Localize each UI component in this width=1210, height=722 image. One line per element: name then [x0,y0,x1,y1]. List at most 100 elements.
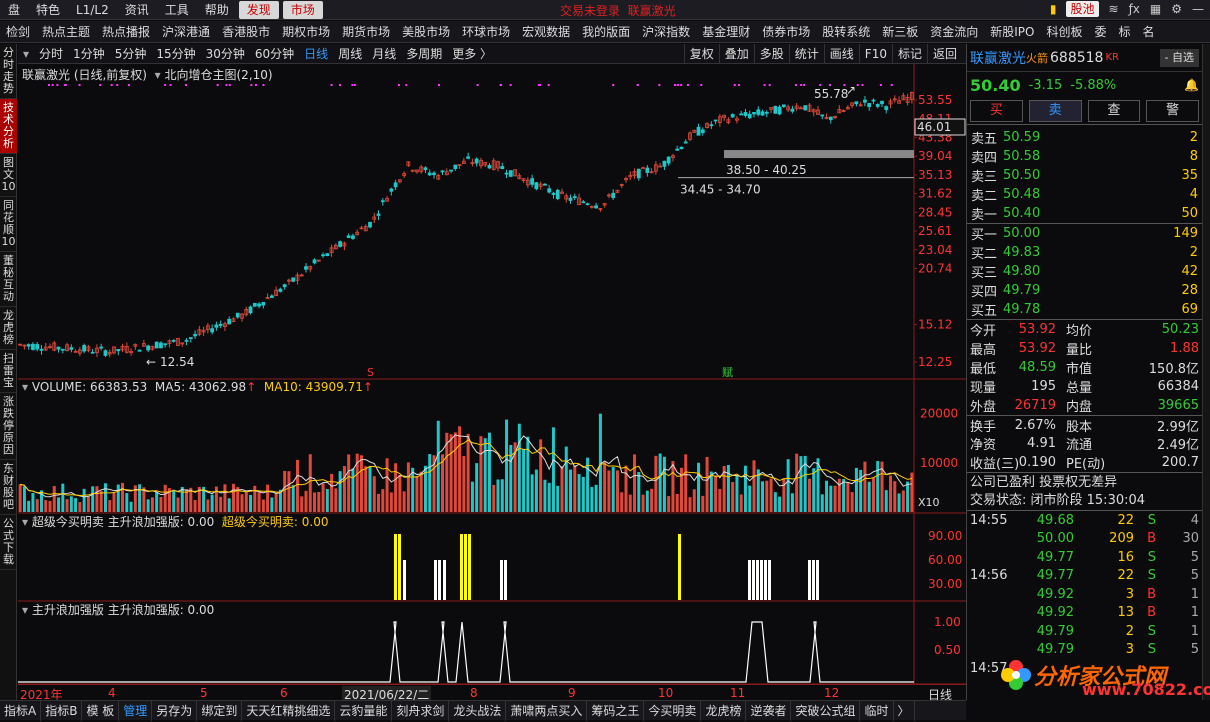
period-tab[interactable]: 日线 [304,46,329,61]
left-tab[interactable]: 东财股吧 [0,460,17,515]
top-menu-active[interactable]: 市场 [282,1,323,19]
dropdown-icon[interactable]: ▾ [22,380,29,394]
chart-tool-button[interactable]: 多股 [753,44,789,64]
chart-tool-button[interactable]: 返回 [926,44,962,64]
gear-icon[interactable]: ⚙ [1171,2,1182,16]
chart-tool-button[interactable]: 标记 [891,44,927,64]
dropdown-icon[interactable]: ▾ [22,603,29,617]
nav-item[interactable]: 债券市场 [762,24,811,39]
chart-tool-button[interactable]: 画线 [823,44,859,64]
chart-tool-button[interactable]: F10 [858,44,892,64]
right-scrollbar[interactable] [1202,44,1210,700]
minimize-icon[interactable]: — [1192,2,1204,16]
indicator-tab[interactable]: 逆袭者 [746,700,792,721]
nav-item[interactable]: 名 [1142,24,1155,39]
chart-tool-button[interactable]: 统计 [788,44,824,64]
indicator-tab[interactable]: 模 板 [82,700,120,721]
trade-button-1[interactable]: 卖 [1028,100,1082,122]
nav-item[interactable]: 期权市场 [282,24,331,39]
indicator-tab[interactable]: 突破公式组 [791,700,861,721]
nav-item[interactable]: 我的版面 [582,24,631,39]
nav-item[interactable]: 基金理财 [702,24,751,39]
top-menu-item[interactable]: 资讯 [124,3,149,17]
chart-tool-button[interactable]: 叠加 [718,44,754,64]
period-tab[interactable]: 更多 〉 [452,46,493,61]
trade-button-2[interactable]: 查 [1087,100,1141,122]
indicator-tab[interactable]: 云豹量能 [335,700,393,721]
indicator-tab[interactable]: 指标A [0,700,42,721]
left-tab[interactable]: 技术分析 [0,99,17,154]
period-tab[interactable]: 15分钟 [156,46,196,61]
period-tab[interactable]: 60分钟 [254,46,295,61]
grid-icon[interactable]: ▦ [1149,2,1162,16]
left-tab[interactable]: 同花顺10 [0,197,17,252]
trade-button-0[interactable]: 买 [970,100,1023,122]
nav-item[interactable]: 新股IPO [990,24,1035,39]
nav-item[interactable]: 标 [1118,24,1131,39]
indicator-tab[interactable]: 刻舟求剑 [392,700,450,721]
indicator-tab[interactable]: 管理 [119,700,153,721]
nav-item[interactable]: 宏观数据 [522,24,571,39]
indicator-tab[interactable]: 龙头战法 [449,700,507,721]
period-tab[interactable]: 1分钟 [73,46,105,61]
period-tab[interactable]: 多周期 [406,46,443,61]
indicator-tab[interactable]: 龙虎榜 [701,700,747,721]
top-menu-item[interactable]: 盘 [8,3,21,17]
left-tab[interactable]: 图文10 [0,154,17,197]
dropdown-icon[interactable]: ▾ [22,515,29,529]
trade-button-3[interactable]: 警 [1146,100,1199,122]
left-tab[interactable]: 涨跌停原因 [0,393,17,460]
indicator-tab[interactable]: 天天红精挑细选 [242,700,336,721]
left-tab[interactable]: 扫雷宝 [0,350,17,393]
top-menu-item[interactable]: 特色 [36,3,61,17]
nav-item[interactable]: 股转系统 [822,24,871,39]
nav-item[interactable]: 美股市场 [402,24,451,39]
nav-item[interactable]: 香港股市 [222,24,271,39]
left-tab[interactable]: 龙虎榜 [0,307,17,350]
period-tools-icon[interactable]: ▾ [23,46,30,61]
nav-item[interactable]: 热点播报 [102,24,151,39]
top-menu-item[interactable]: 工具 [164,3,189,17]
left-tab[interactable]: 公式下载 [0,515,17,570]
layers-icon[interactable]: ≋ [1108,2,1119,16]
chart-area[interactable]: 53.5548.1143.3839.0435.1331.6228.4525.61… [18,64,966,685]
chart-tool-button[interactable]: 复权 [683,44,719,64]
formula-icon[interactable]: ƒx [1128,2,1140,16]
indicator-tab[interactable]: 指标B [41,700,83,721]
main-indicator[interactable]: 北向增仓主图(2,10) [164,68,273,82]
dropdown-icon[interactable]: ▾ [154,68,161,82]
nav-item[interactable]: 沪深指数 [642,24,691,39]
bell-icon[interactable]: 🔔 [1184,78,1199,92]
nav-item[interactable]: 新三板 [882,24,919,39]
stock-pool-button[interactable]: 股池 [1066,1,1099,17]
add-watchlist-button[interactable]: - 自选 [1159,48,1199,67]
kline-chart[interactable]: 53.5548.1143.3839.0435.1331.6228.4525.61… [18,64,966,685]
nav-item[interactable]: 沪深港通 [162,24,211,39]
nav-item[interactable]: 委 [1094,24,1107,39]
pool-icon[interactable]: ▮ [1049,2,1057,16]
indicator-tab[interactable]: 今买明卖 [644,700,702,721]
period-tab[interactable]: 5分钟 [114,46,147,61]
indicator-tab[interactable]: 〉 [894,700,915,721]
indicator-tab[interactable]: 另存为 [152,700,198,721]
left-tab[interactable]: 董秘互动 [0,252,17,307]
nav-item[interactable]: 检剑 [6,24,31,39]
indicator-tab[interactable]: 绑定到 [197,700,243,721]
nav-item[interactable]: 科创板 [1046,24,1083,39]
left-tab[interactable]: 分时走势 [0,44,17,99]
top-menu-active[interactable]: 发现 [238,1,279,19]
top-menu-item[interactable]: 帮助 [204,3,229,17]
indicator-tab[interactable]: 萧啸两点买入 [506,700,588,721]
quote-panel: 联赢激光 火箭 688518 KR - 自选 50.40 -3.15 -5.88… [966,44,1202,700]
nav-item[interactable]: 资金流向 [930,24,979,39]
nav-item[interactable]: 热点主题 [42,24,91,39]
period-tab[interactable]: 月线 [372,46,397,61]
period-tab[interactable]: 周线 [338,46,363,61]
period-tab[interactable]: 30分钟 [205,46,245,61]
indicator-tab[interactable]: 临时 [860,700,894,721]
indicator-tab[interactable]: 筹码之王 [587,700,645,721]
period-tab[interactable]: 分时 [39,46,64,61]
top-menu-item[interactable]: L1/L2 [76,3,109,17]
nav-item[interactable]: 环球市场 [462,24,511,39]
nav-item[interactable]: 期货市场 [342,24,391,39]
